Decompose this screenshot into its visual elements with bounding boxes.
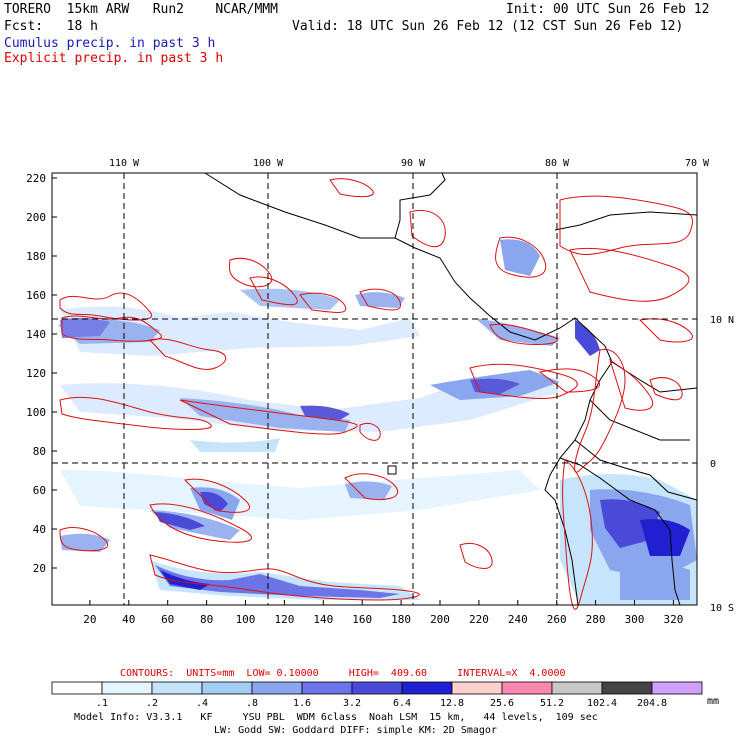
forecast-hour: Fcst: 18 h [4, 19, 98, 34]
colorbar-swatch [251, 681, 303, 695]
x-tick-label: 140 [313, 613, 333, 626]
init-time: Init: 00 UTC Sun 26 Feb 12 [506, 2, 710, 17]
x-tick-label: 260 [547, 613, 567, 626]
contour-info: CONTOURS: UNITS=mm LOW= 0.10000 HIGH= 40… [120, 668, 566, 679]
map-frame [51, 172, 698, 606]
y-tick-label: 100 [26, 406, 46, 419]
y-tick-label: 160 [26, 289, 46, 302]
latitude-label: 10 N [710, 315, 734, 326]
y-tick-label: 80 [33, 445, 46, 458]
colorbar-swatch [101, 681, 153, 695]
lat-lon-grid [52, 173, 697, 605]
colorbar-swatch [501, 681, 553, 695]
colorbar-swatch [401, 681, 453, 695]
x-tick-label: 40 [122, 613, 135, 626]
colorbar-swatch [151, 681, 203, 695]
x-tick-label: 240 [508, 613, 528, 626]
colorbar-swatch [351, 681, 403, 695]
colorbar-swatch [601, 681, 653, 695]
colorbar-label: .1 [96, 698, 108, 709]
longitude-label: 70 W [685, 158, 710, 169]
latitude-label: 10 S [710, 603, 734, 614]
colorbar-label: .2 [146, 698, 158, 709]
colorbar-units: mm [707, 696, 720, 707]
colorbar-swatch [201, 681, 253, 695]
longitude-label: 100 W [253, 158, 284, 169]
x-tick-label: 300 [625, 613, 645, 626]
physics-info: LW: Godd SW: Goddard DIFF: simple KM: 2D… [214, 725, 497, 736]
y-tick-label: 120 [26, 367, 46, 380]
valid-time: Valid: 18 UTC Sun 26 Feb 12 (12 CST Sun … [292, 19, 684, 34]
colorbar-swatch [51, 681, 103, 695]
coastline [204, 172, 698, 606]
x-tick-label: 220 [469, 613, 489, 626]
y-tick-label: 140 [26, 328, 46, 341]
y-tick-label: 40 [33, 523, 46, 536]
x-tick-label: 120 [274, 613, 294, 626]
colorbar-label: 6.4 [393, 698, 411, 709]
y-tick-label: 180 [26, 250, 46, 263]
y-tick-label: 200 [26, 211, 46, 224]
colorbar-label: 3.2 [343, 698, 361, 709]
colorbar-label: 1.6 [293, 698, 311, 709]
colorbar-label: 12.8 [440, 698, 464, 709]
x-tick-label: 160 [352, 613, 372, 626]
longitude-label: 80 W [545, 158, 570, 169]
x-tick-label: 100 [236, 613, 256, 626]
x-tick-label: 60 [161, 613, 174, 626]
colorbar-swatch [651, 681, 703, 695]
model-title: TORERO 15km ARW Run2 NCAR/MMM [4, 2, 278, 17]
x-tick-label: 280 [586, 613, 606, 626]
colorbar-swatch [451, 681, 503, 695]
explicit-field-label: Explicit precip. in past 3 h [4, 51, 224, 66]
x-tick-label: 80 [200, 613, 213, 626]
colorbar-label: .8 [246, 698, 258, 709]
x-tick-label: 200 [430, 613, 450, 626]
cumulus-precip-shading [58, 239, 697, 605]
longitude-label: 90 W [401, 158, 426, 169]
longitude-label: 110 W [109, 158, 140, 169]
y-tick-label: 220 [26, 172, 46, 185]
y-tick-label: 20 [33, 562, 46, 575]
x-tick-label: 20 [83, 613, 96, 626]
colorbar-swatch [301, 681, 353, 695]
x-tick-label: 180 [391, 613, 411, 626]
cumulus-field-label: Cumulus precip. in past 3 h [4, 36, 216, 51]
colorbar-label: .4 [196, 698, 208, 709]
colorbar-label: 51.2 [540, 698, 564, 709]
colorbar-label: 25.6 [490, 698, 514, 709]
colorbar-label: 102.4 [587, 698, 617, 709]
axis-ticks: 220 200 180 160 140 120 100 80 60 40 20 20 40 60 80 100… [26, 158, 734, 626]
colorbar-swatch [551, 681, 603, 695]
latitude-label: 0 [710, 459, 716, 470]
explicit-precip-contours [59, 178, 693, 610]
x-tick-label: 320 [663, 613, 683, 626]
y-tick-label: 60 [33, 484, 46, 497]
colorbar-label: 204.8 [637, 698, 667, 709]
model-info: Model Info: V3.3.1 KF YSU PBL WDM 6class… [74, 712, 598, 723]
